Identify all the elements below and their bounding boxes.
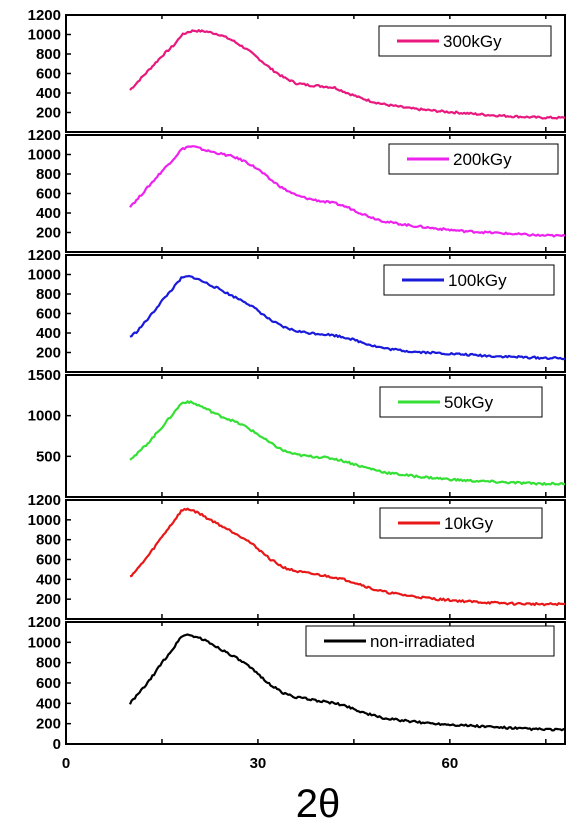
series-line-200kGy [129, 145, 566, 238]
y-tick-label: 600 [36, 675, 61, 692]
y-tick-label: 800 [36, 655, 61, 672]
legend: 50kGy [379, 386, 543, 418]
y-tick-label: 1000 [28, 512, 61, 529]
y-tick-label: 600 [36, 66, 61, 83]
series-line-100kGy [129, 274, 566, 361]
y-tick-label: 600 [36, 306, 61, 323]
x-tick-label: 30 [250, 755, 267, 772]
x-axis: 0 30 60 [62, 755, 458, 772]
y-tick-label: 600 [36, 186, 61, 203]
x-tick-label: 0 [62, 755, 70, 772]
y-tick-label: 1200 [28, 614, 61, 631]
y-tick-label: 1000 [28, 408, 61, 425]
legend-box [379, 507, 543, 539]
y-tick-label: 200 [36, 716, 61, 733]
y-tick-label: 800 [36, 46, 61, 63]
y-tick-label: 0 [53, 736, 61, 753]
legend: 10kGy [379, 507, 543, 539]
y-tick-label: 500 [36, 448, 61, 465]
y-tick-label: 1000 [28, 147, 61, 164]
legend-label: 200kGy [453, 150, 512, 169]
y-tick-label: 1000 [28, 634, 61, 651]
legend-label: 100kGy [448, 271, 507, 290]
panel-6: 0 200 400 600 800 1000 1200 non-irradiated [28, 614, 566, 753]
legend-label: 300kGy [443, 32, 502, 51]
y-tick-label: 1200 [28, 247, 61, 264]
legend: non-irradiated [305, 625, 555, 657]
x-axis-label: 2θ [296, 782, 341, 826]
y-tick-label: 400 [36, 205, 61, 222]
y-tick-label: 400 [36, 85, 61, 102]
panel-1: 200 400 600 800 1000 1200 300kGy [28, 7, 566, 133]
y-tick-label: 200 [36, 225, 61, 242]
legend: 100kGy [383, 264, 555, 296]
y-tick-label: 400 [36, 571, 61, 588]
y-tick-label: 800 [36, 166, 61, 183]
legend-label: 10kGy [444, 514, 494, 533]
panel-frame [65, 374, 566, 498]
y-tick-label: 1200 [28, 127, 61, 144]
panel-4: 500 1000 1500 50kGy [28, 367, 566, 498]
panel-3: 200 400 600 800 1000 1200 100kGy [28, 247, 566, 373]
legend: 200kGy [388, 143, 559, 175]
legend: 300kGy [378, 25, 552, 57]
y-tick-label: 600 [36, 552, 61, 569]
panel-5: 200 400 600 800 1000 1200 10kGy [28, 492, 566, 620]
series-line-non-irradiated [128, 633, 566, 732]
series-line-50kGy [129, 400, 566, 486]
y-tick-label: 800 [36, 286, 61, 303]
y-tick-label: 800 [36, 532, 61, 549]
panels-layer: 200 400 600 800 1000 1200 300kGy 200 400 600 800 10… [28, 7, 566, 753]
y-tick-label: 200 [36, 105, 61, 122]
legend-label: non-irradiated [370, 632, 475, 651]
y-tick-label: 1000 [28, 267, 61, 284]
panel-2: 200 400 600 800 1000 1200 200kGy [28, 127, 566, 253]
y-tick-label: 200 [36, 345, 61, 362]
y-tick-label: 1000 [28, 27, 61, 44]
y-tick-label: 200 [36, 591, 61, 608]
y-tick-label: 1500 [28, 367, 61, 384]
y-tick-label: 1200 [28, 492, 61, 509]
y-tick-label: 1200 [28, 7, 61, 24]
y-tick-label: 400 [36, 695, 61, 712]
y-tick-label: 400 [36, 325, 61, 342]
series-line-10kGy [129, 507, 566, 607]
x-tick-label: 60 [442, 755, 459, 772]
legend-label: 50kGy [444, 393, 494, 412]
series-line-300kGy [129, 29, 566, 120]
